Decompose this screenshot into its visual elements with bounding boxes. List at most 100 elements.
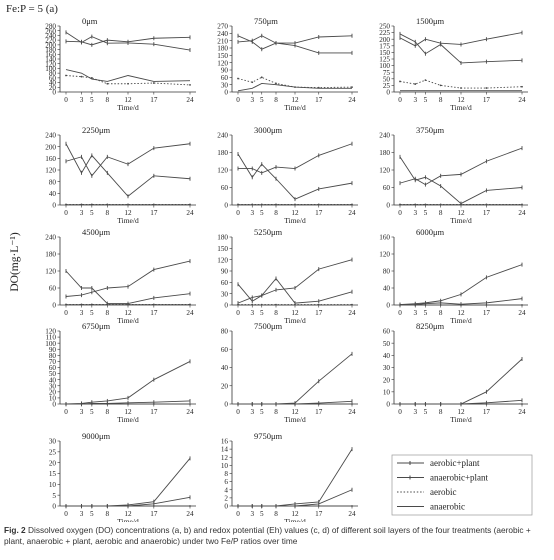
y-tick-label: 0: [52, 89, 56, 97]
series-line: [399, 79, 523, 89]
x-tick-label: 0: [236, 309, 240, 317]
y-tick-label: 100: [379, 62, 390, 70]
x-tick-label: 5: [260, 408, 264, 416]
x-tick-label: 8: [439, 209, 443, 217]
legend-label: anaerobic: [430, 502, 465, 512]
y-tick-label: 180: [217, 149, 228, 157]
x-tick-label: 8: [274, 96, 278, 104]
y-tick-label: 250: [379, 23, 390, 31]
data-point: [485, 87, 488, 89]
y-tick-label: 80: [221, 328, 229, 336]
legend-label: anaerobic+plant: [430, 473, 489, 483]
y-tick-label: 0: [52, 202, 56, 210]
x-tick-label: 8: [439, 96, 443, 104]
y-tick-label: 120: [217, 256, 228, 264]
x-tick-label: 17: [150, 209, 158, 217]
x-tick-label: 5: [260, 309, 264, 317]
x-tick-label: 0: [236, 510, 240, 518]
y-tick-label: 10: [383, 388, 391, 396]
series-line: [65, 260, 191, 297]
y-tick-label: 120: [217, 167, 228, 175]
series-line: [399, 264, 523, 306]
x-tick-label: 17: [315, 408, 323, 416]
figure-canvas: Fe:P = 5 (a) DO(mg·L⁻¹) 0204060801001201…: [6, 3, 533, 522]
x-tick-label: 8: [274, 309, 278, 317]
x-tick-label: 5: [90, 309, 94, 317]
panel-5: 0 60 120 180 240 0 3 5 8 12 17 24 Time/d 3750μm: [379, 125, 528, 225]
y-tick-label: 10: [49, 481, 57, 489]
y-tick-label: 240: [45, 132, 56, 140]
series-line: [66, 458, 191, 507]
x-tick-label: 24: [518, 96, 526, 104]
panel-3: 0 40 80 120 160 200 240 0 3 5 8 12 17 24 Time/d 2250μm: [45, 125, 196, 225]
x-tick-label: 8: [274, 209, 278, 217]
y-tick-label: 120: [379, 251, 390, 259]
x-tick-label: 8: [106, 309, 110, 317]
x-tick-label: 24: [348, 510, 356, 518]
y-tick-label: 6: [224, 478, 228, 486]
y-tick-label: 15: [49, 470, 57, 478]
x-tick-label: 17: [315, 309, 323, 317]
y-tick-label: 40: [49, 190, 57, 198]
y-tick-label: 30: [49, 438, 57, 446]
y-tick-label: 150: [379, 49, 390, 57]
panel-title: 4500μm: [82, 227, 111, 237]
x-axis-title: Time/d: [450, 216, 472, 225]
y-tick-label: 200: [45, 143, 56, 151]
caption-label: Fig. 2: [4, 525, 26, 535]
x-tick-label: 3: [80, 309, 84, 317]
legend-box: [391, 454, 533, 516]
y-tick-label: 180: [45, 46, 56, 54]
x-tick-label: 5: [260, 96, 264, 104]
panel-10: 0 20 40 60 80 0 3 5 8 12 17 24 Time/d 7500μm: [221, 321, 358, 424]
data-point: [351, 86, 353, 89]
y-tick-label: 0: [224, 503, 228, 511]
y-tick-label: 225: [379, 29, 390, 37]
x-tick-label: 8: [439, 408, 443, 416]
panel-title: 6750μm: [82, 321, 111, 331]
y-tick-label: 220: [45, 37, 56, 45]
x-axis-title: Time/d: [117, 216, 139, 225]
figure-caption: Fig. 2 Dissolved oxygen (DO) concentrati…: [4, 525, 550, 546]
x-tick-label: 3: [80, 510, 84, 518]
x-tick-label: 0: [398, 96, 402, 104]
y-tick-label: 150: [217, 245, 228, 253]
y-tick-label: 200: [45, 41, 56, 49]
x-tick-label: 12: [124, 96, 132, 104]
y-tick-label: 120: [45, 167, 56, 175]
x-tick-label: 12: [124, 408, 132, 416]
x-tick-label: 8: [106, 408, 110, 416]
y-tick-label: 90: [221, 268, 229, 276]
y-tick-label: 12: [221, 454, 229, 462]
panel-8: 0 40 80 120 160 0 3 5 8 12 17 24 Time/d 6000μm: [379, 227, 528, 325]
data-point: [65, 74, 67, 77]
panel-title: 0μm: [82, 16, 98, 26]
series-line: [65, 69, 191, 82]
y-tick-label: 240: [217, 30, 228, 38]
series-line: [237, 277, 353, 304]
y-tick-label: 10: [49, 395, 57, 403]
y-tick-label: 160: [45, 155, 56, 163]
x-tick-label: 5: [424, 408, 428, 416]
y-tick-label: 0: [386, 401, 390, 409]
legend-label: aerobic: [430, 487, 456, 497]
x-tick-label: 24: [348, 309, 356, 317]
x-tick-label: 12: [457, 309, 465, 317]
y-tick-label: 180: [45, 251, 56, 259]
y-tick-label: 40: [383, 285, 391, 293]
y-tick-label: 60: [49, 364, 57, 372]
y-tick-label: 270: [217, 23, 228, 31]
x-tick-label: 24: [348, 408, 356, 416]
y-tick-label: 160: [379, 234, 390, 242]
x-tick-label: 24: [186, 209, 194, 217]
y-tick-label: 0: [386, 202, 390, 210]
x-tick-label: 0: [398, 408, 402, 416]
x-axis-title: Time/d: [284, 216, 306, 225]
data-point: [460, 87, 462, 89]
y-tick-label: 240: [379, 132, 390, 140]
x-tick-label: 0: [398, 309, 402, 317]
x-tick-label: 8: [106, 510, 110, 518]
x-tick-label: 5: [424, 96, 428, 104]
